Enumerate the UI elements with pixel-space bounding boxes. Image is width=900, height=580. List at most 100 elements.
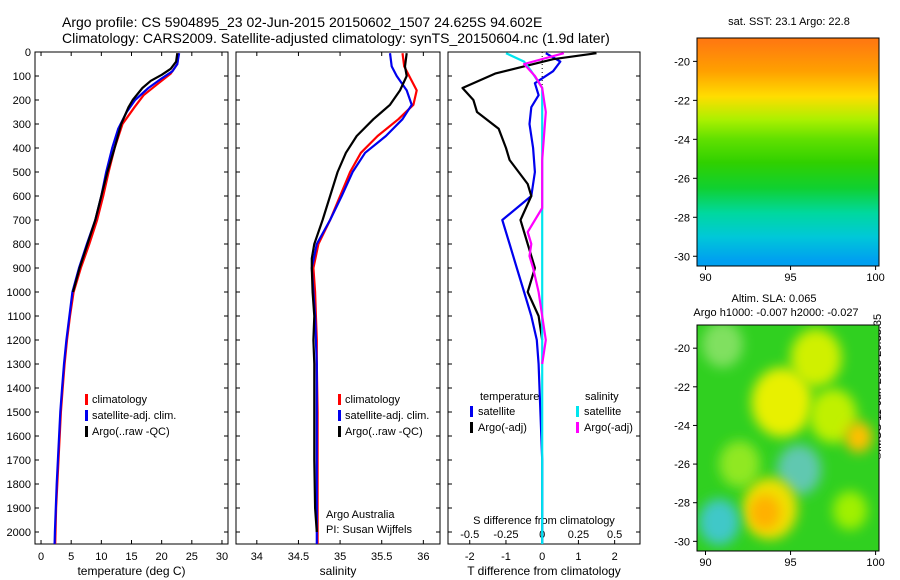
y-tick-label: 1500: [7, 407, 31, 419]
y-tick-label: 1000: [7, 287, 31, 299]
x-tick-label: 25: [186, 551, 198, 563]
sla-anomaly: [844, 421, 873, 453]
x-tick-label: 100: [866, 272, 884, 284]
y-tick-label: -20: [674, 343, 690, 355]
legend-label: satellite: [478, 406, 515, 418]
y-tick-label: 300: [13, 119, 31, 131]
x-axis-label: T difference from climatology: [467, 564, 621, 578]
map-field: [697, 325, 879, 551]
y-tick-label: 900: [13, 263, 31, 275]
legend-swatch: [576, 422, 579, 433]
legend-swatch: [85, 426, 88, 437]
map-title: Altim. SLA: 0.065: [732, 293, 817, 305]
legend-swatch: [470, 422, 473, 433]
sst-field: [697, 38, 879, 266]
y-tick-label: 1100: [7, 311, 31, 323]
sla-anomaly: [790, 328, 842, 387]
x-tick-label: 95: [784, 557, 796, 569]
x-tick-label: -2: [465, 551, 475, 563]
x-axis-label: salinity: [320, 564, 357, 578]
legend-label: climatology: [92, 394, 148, 406]
y-tick-label: 1900: [7, 503, 31, 515]
y-tick-label: 1800: [7, 479, 31, 491]
series-line-3: [522, 52, 565, 365]
x-tick-label: 90: [699, 557, 711, 569]
legend-label: Argo(-adj): [478, 422, 527, 434]
figure-title-line1: Argo profile: CS 5904895_23 02-Jun-2015 …: [62, 14, 543, 30]
x-tick-label: 34: [251, 551, 263, 563]
y-tick-label: 600: [13, 191, 31, 203]
legend-swatch: [338, 410, 341, 421]
map-field: [697, 38, 879, 266]
legend-swatch: [338, 426, 341, 437]
sla-anomaly: [698, 498, 740, 546]
y-tick-label: -24: [674, 134, 690, 146]
series-line-1: [461, 52, 597, 341]
legend-label: Argo(-adj): [584, 422, 633, 434]
legend-label: Argo(..raw -QC): [92, 426, 170, 438]
x-tick-label: 95: [784, 272, 796, 284]
x-top-tick-label: 0.25: [568, 529, 589, 541]
series-line-2: [71, 53, 179, 293]
y-tick-label: -22: [674, 95, 690, 107]
legend-label: satellite-adj. clim.: [92, 410, 176, 422]
x-axis-top-label: S difference from climatology: [473, 515, 615, 527]
axes-frame: [235, 51, 441, 545]
x-tick-label: -1: [501, 551, 511, 563]
panel-differences: -2 -1 0 1 2-0.5 -0.25 0 0.25 0.5S difference fro…: [447, 51, 641, 578]
panel-sla-map: -20 -22 -24 -26 -28 -30 90 95 100 Altim. SLA: 0.0…: [674, 293, 885, 569]
legend-title: salinity: [585, 391, 619, 403]
x-tick-label: 15: [125, 551, 137, 563]
y-tick-label: 200: [13, 95, 31, 107]
x-top-tick-label: -0.25: [493, 529, 518, 541]
y-tick-label: -26: [674, 173, 690, 185]
series-line-0: [501, 52, 562, 544]
y-tick-label: 700: [13, 215, 31, 227]
y-tick-label: -30: [674, 536, 690, 548]
sla-anomaly: [719, 440, 760, 488]
legend-swatch: [85, 410, 88, 421]
sla-anomaly: [702, 325, 743, 368]
x-tick-label: 30: [216, 551, 228, 563]
y-tick-label: -30: [674, 251, 690, 263]
x-tick-label: 20: [156, 551, 168, 563]
figure-title-line2: Climatology: CARS2009. Satellite-adjuste…: [62, 30, 610, 46]
map-title: sat. SST: 23.1 Argo: 22.8: [728, 16, 850, 28]
x-tick-label: 90: [699, 272, 711, 284]
panel-sst-map: -20 -22 -24 -26 -28 -30 90 95 100 sat. SST: 23.1 …: [674, 16, 885, 284]
y-tick-label: 500: [13, 167, 31, 179]
x-tick-label: 0: [539, 551, 545, 563]
x-tick-label: 0: [38, 551, 44, 563]
y-tick-label: 1300: [7, 359, 31, 371]
legend-label: Argo(..raw -QC): [345, 426, 423, 438]
x-tick-label: 35.5: [371, 551, 392, 563]
y-tick-label: 400: [13, 143, 31, 155]
sla-anomaly: [833, 491, 868, 530]
legend-swatch: [470, 406, 473, 417]
legend-title: temperature: [480, 391, 539, 403]
y-tick-label: 100: [13, 71, 31, 83]
legend-swatch: [338, 394, 341, 405]
x-tick-label: 100: [866, 557, 884, 569]
map-frame: [696, 37, 880, 267]
x-axis-label: temperature (deg C): [77, 564, 185, 578]
annotation-label: Argo Australia: [326, 509, 395, 521]
x-top-tick-label: -0.5: [460, 529, 479, 541]
legend-swatch: [85, 394, 88, 405]
x-tick-label: 34.5: [288, 551, 309, 563]
y-tick-label: -20: [674, 56, 690, 68]
sla-anomaly: [809, 388, 857, 443]
y-tick-label: 800: [13, 239, 31, 251]
y-tick-label: 1400: [7, 383, 31, 395]
sla-anomaly: [749, 494, 781, 530]
y-tick-label: -24: [674, 420, 690, 432]
map-subtitle: Argo h1000: -0.007 h2000: -0.027: [693, 307, 858, 319]
y-tick-label: 1200: [7, 335, 31, 347]
sla-anomaly: [776, 444, 822, 495]
x-tick-label: 2: [612, 551, 618, 563]
legend-label: climatology: [345, 394, 401, 406]
legend-label: satellite: [584, 406, 621, 418]
y-tick-label: -26: [674, 459, 690, 471]
legend-label: satellite-adj. clim.: [345, 410, 429, 422]
y-tick-label: 1600: [7, 431, 31, 443]
